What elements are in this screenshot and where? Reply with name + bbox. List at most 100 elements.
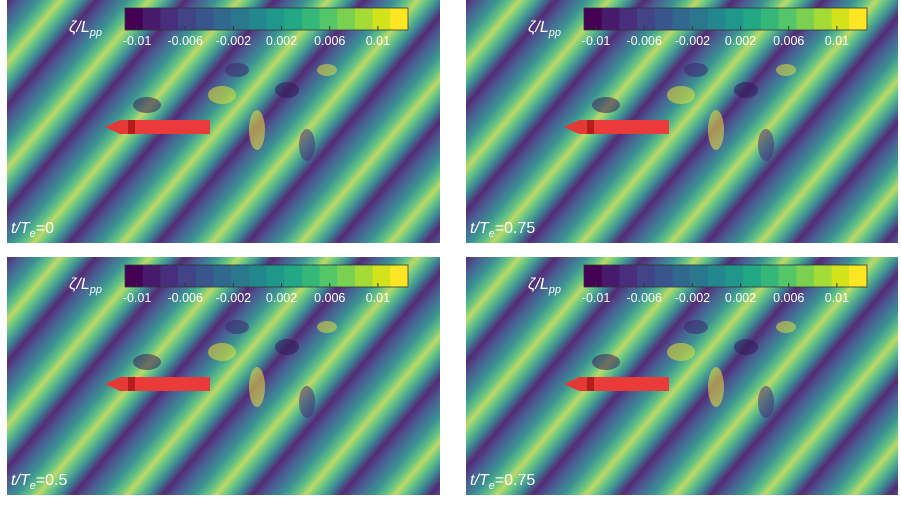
colorbar-frame [583, 264, 868, 288]
wake [734, 339, 758, 355]
colorbar-tick-label: -0.002 [216, 34, 251, 48]
colorbar-tick-label: 0.01 [366, 34, 390, 48]
haze [466, 0, 898, 243]
colorbar-tick-label: -0.006 [167, 34, 202, 48]
wake [249, 110, 265, 150]
wake [708, 367, 724, 407]
wake [299, 129, 315, 161]
time-value: =0 [36, 220, 54, 237]
colorbar-cell [796, 265, 815, 287]
field [7, 257, 440, 495]
colorbar-cell [372, 8, 391, 30]
label-sub: pp [548, 284, 561, 296]
time-label: t/Te=0 [11, 220, 54, 240]
wake [684, 320, 708, 334]
wake [776, 64, 796, 76]
time-value: =0.75 [495, 220, 536, 237]
wake [758, 129, 774, 161]
colorbar-tick-label: -0.002 [675, 34, 710, 48]
time-main: t/T [470, 472, 490, 489]
wake [776, 321, 796, 333]
colorbar-cell [672, 265, 691, 287]
colorbar-cell [301, 8, 320, 30]
colorbar-cell [195, 265, 214, 287]
colorbar-tick-label: 0.006 [314, 291, 345, 305]
colorbar-cell [637, 265, 656, 287]
wake [592, 97, 620, 113]
wake [684, 63, 708, 77]
colorbar-frame [124, 264, 409, 288]
ship-hull [128, 377, 210, 391]
colorbar-tick-label: -0.006 [626, 34, 661, 48]
time-main: t/T [11, 220, 31, 237]
panel: -0.01 -0.006 -0.002 0.002 0.006 0.01 ζ/Lpp t/Te… [7, 257, 440, 495]
colorbar-cell [813, 265, 832, 287]
field [466, 0, 898, 243]
colorbar-tick-label: 0.006 [314, 34, 345, 48]
label-main: ζ/L [69, 276, 90, 293]
ship-hull [587, 120, 669, 134]
colorbar-tick-label: -0.01 [582, 34, 611, 48]
colorbar-cell [796, 8, 815, 30]
wave-field [466, 0, 898, 243]
time-label: t/Te=0.5 [11, 472, 67, 492]
colorbar-cell [125, 8, 143, 30]
colorbar-cell [178, 8, 197, 30]
wake [667, 86, 695, 104]
colorbar-cell [231, 265, 250, 287]
colorbar-cell [160, 8, 179, 30]
ship-bow [105, 120, 128, 134]
colorbar-cell [743, 8, 762, 30]
wake [275, 339, 299, 355]
colorbar-cell [178, 265, 197, 287]
colorbar-tick-label: -0.006 [626, 291, 661, 305]
colorbar-tick-label: -0.002 [675, 291, 710, 305]
colorbar-cell [284, 265, 303, 287]
wake [592, 354, 620, 370]
time-label: t/Te=0.75 [470, 472, 535, 492]
colorbar-cell [619, 265, 638, 287]
colorbar-cell [690, 265, 709, 287]
colorbar-label: ζ/Lpp [528, 276, 561, 296]
colorbar-cell [142, 8, 161, 30]
time-label: t/Te=0.75 [470, 220, 535, 240]
colorbar-cell [319, 265, 338, 287]
wake [208, 343, 236, 361]
wake [299, 386, 315, 418]
colorbar-cell [743, 265, 762, 287]
colorbar-cell [195, 8, 214, 30]
colorbar-cell [778, 8, 797, 30]
colorbar-cell [813, 8, 832, 30]
ship-bow [564, 377, 587, 391]
colorbar-cell [337, 265, 356, 287]
panel: -0.01 -0.006 -0.002 0.002 0.006 0.01 ζ/Lpp t/Te… [466, 257, 898, 495]
colorbar-cell [654, 8, 673, 30]
colorbar-tick-label: 0.002 [266, 34, 297, 48]
time-sub: e [30, 480, 36, 492]
time-sub: e [489, 480, 495, 492]
colorbar-cell [849, 265, 868, 287]
colorbar-tick-label: 0.01 [825, 291, 849, 305]
colorbar-cell [284, 8, 303, 30]
colorbar-frame [583, 7, 868, 31]
wake [667, 343, 695, 361]
label-sub: pp [89, 27, 102, 39]
colorbar-cell [601, 265, 620, 287]
colorbar-cell [213, 8, 232, 30]
colorbar-cell [672, 8, 691, 30]
haze [7, 0, 440, 243]
ship-bridge [587, 120, 594, 134]
colorbar-cell [760, 265, 779, 287]
haze [466, 257, 898, 495]
colorbar-cell [601, 8, 620, 30]
colorbar-tick-label: 0.01 [825, 34, 849, 48]
label-sub: pp [548, 27, 561, 39]
label-main: ζ/L [528, 276, 549, 293]
label-main: ζ/L [528, 19, 549, 36]
colorbar-cell [831, 8, 850, 30]
colorbar-cell [354, 265, 373, 287]
wake [249, 367, 265, 407]
colorbar-cell [654, 265, 673, 287]
ship-bow [564, 120, 587, 134]
